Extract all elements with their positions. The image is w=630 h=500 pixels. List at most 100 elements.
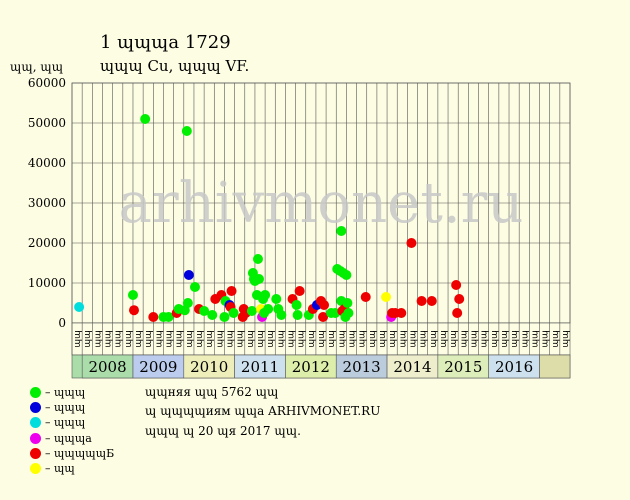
month-label: ɰɰ: [317, 330, 327, 348]
month-label: ɰɰ: [541, 330, 551, 348]
data-point: [228, 308, 239, 318]
month-label: ɰɰ: [134, 330, 144, 348]
month-label: ɰɰ: [93, 330, 103, 348]
month-label: ɰɰ: [165, 330, 175, 348]
month-band: [71, 322, 571, 356]
month-label: ɰɰ: [104, 330, 114, 348]
data-point: [226, 286, 237, 296]
data-point: [246, 306, 257, 316]
y-tick-label: 20000: [28, 236, 66, 250]
month-label: ɰɰ: [246, 330, 256, 348]
month-label: ɰɰ: [185, 330, 195, 348]
month-label: ɰɰ: [124, 330, 134, 348]
month-label: ɰɰ: [307, 330, 317, 348]
y-axis-units: ɰɰ, ɰɰ: [10, 60, 64, 74]
note-average-price: ɰɰняя ɰɰ 5762 ɰɰ: [145, 385, 279, 399]
data-point: [341, 270, 352, 280]
note-date: ɰɰɰ ɰ 20 ɰя 2017 ɰɰ.: [145, 424, 301, 438]
month-label: ɰɰ: [195, 330, 205, 348]
legend-dot: [30, 447, 41, 459]
month-label: ɰɰ: [439, 330, 449, 348]
legend-dot: [30, 387, 41, 399]
data-point: [381, 292, 392, 302]
data-point: [260, 290, 271, 300]
legend-label: – ɰɰɰ: [45, 416, 86, 430]
data-point: [360, 292, 371, 302]
month-label: ɰɰ: [73, 330, 83, 348]
legend-dot: [30, 402, 41, 414]
month-label: ɰɰ: [419, 330, 429, 348]
legend-item: – ɰɰɰa: [30, 431, 114, 446]
legend-label: – ɰɰɰ: [45, 386, 86, 400]
data-point: [252, 254, 263, 264]
year-label: 2010: [190, 358, 228, 376]
legend-label: – ɰɰɰa: [45, 431, 92, 445]
month-label: ɰɰ: [449, 330, 459, 348]
data-point: [336, 226, 347, 236]
month-label: ɰɰ: [561, 330, 571, 348]
data-point: [207, 310, 218, 320]
y-tick-label: 10000: [28, 276, 66, 290]
data-point: [182, 298, 193, 308]
legend: – ɰɰɰ – ɰɰɰ – ɰɰɰ – ɰɰɰa – ɰɰɰɰɰБ – ɰɰ: [30, 385, 114, 476]
month-label: ɰɰ: [83, 330, 93, 348]
chart-subtitle: ɰɰɰ Cu, ɰɰɰ VF.: [100, 57, 250, 75]
month-label: ɰɰ: [378, 330, 388, 348]
y-tick-label: 0: [58, 316, 66, 330]
year-label: 2013: [343, 358, 381, 376]
legend-label: – ɰɰɰɰɰБ: [45, 446, 115, 460]
year-label: 2016: [495, 358, 533, 376]
legend-item: – ɰɰɰ: [30, 415, 114, 430]
month-label: ɰɰ: [215, 330, 225, 348]
data-point: [199, 306, 210, 316]
month-label: ɰɰ: [530, 330, 540, 348]
month-label: ɰɰ: [500, 330, 510, 348]
y-tick-label: 60000: [28, 76, 66, 90]
month-label: ɰɰ: [510, 330, 520, 348]
month-label: ɰɰ: [490, 330, 500, 348]
data-point: [148, 312, 159, 322]
month-label: ɰɰ: [551, 330, 561, 348]
legend-item: – ɰɰ: [30, 461, 114, 476]
data-point: [181, 126, 192, 136]
month-label: ɰɰ: [266, 330, 276, 348]
data-point: [396, 308, 407, 318]
year-label: 2009: [139, 358, 177, 376]
legend-dot: [30, 463, 41, 475]
year-band-tail: [539, 354, 571, 379]
month-label: ɰɰ: [226, 330, 236, 348]
year-label: 2012: [292, 358, 330, 376]
month-label: ɰɰ: [287, 330, 297, 348]
month-label: ɰɰ: [175, 330, 185, 348]
data-point: [254, 274, 265, 284]
data-point: [189, 282, 200, 292]
month-label: ɰɰ: [480, 330, 490, 348]
data-point: [263, 304, 274, 314]
legend-item: – ɰɰɰɰɰБ: [30, 446, 114, 461]
year-label: 2015: [444, 358, 482, 376]
legend-label: – ɰɰɰ: [45, 401, 86, 415]
note-source: ɰ ɰɰɰɰиям ɰɰa ARHIVMONET.RU: [145, 404, 381, 418]
month-label: ɰɰ: [276, 330, 286, 348]
data-point: [163, 312, 174, 322]
data-point: [406, 238, 417, 248]
month-label: ɰɰ: [297, 330, 307, 348]
data-point: [416, 296, 427, 306]
data-point: [140, 114, 151, 124]
legend-label: – ɰɰ: [45, 462, 75, 476]
year-label: 2011: [241, 358, 279, 376]
month-label: ɰɰ: [398, 330, 408, 348]
month-label: ɰɰ: [358, 330, 368, 348]
month-label: ɰɰ: [114, 330, 124, 348]
month-label: ɰɰ: [154, 330, 164, 348]
data-point: [276, 310, 287, 320]
year-label: 2014: [393, 358, 431, 376]
legend-item: – ɰɰɰ: [30, 400, 114, 415]
y-tick-label: 30000: [28, 196, 66, 210]
y-tick-label: 40000: [28, 156, 66, 170]
month-label: ɰɰ: [469, 330, 479, 348]
data-point: [318, 312, 329, 322]
data-point: [319, 300, 330, 310]
month-label: ɰɰ: [408, 330, 418, 348]
